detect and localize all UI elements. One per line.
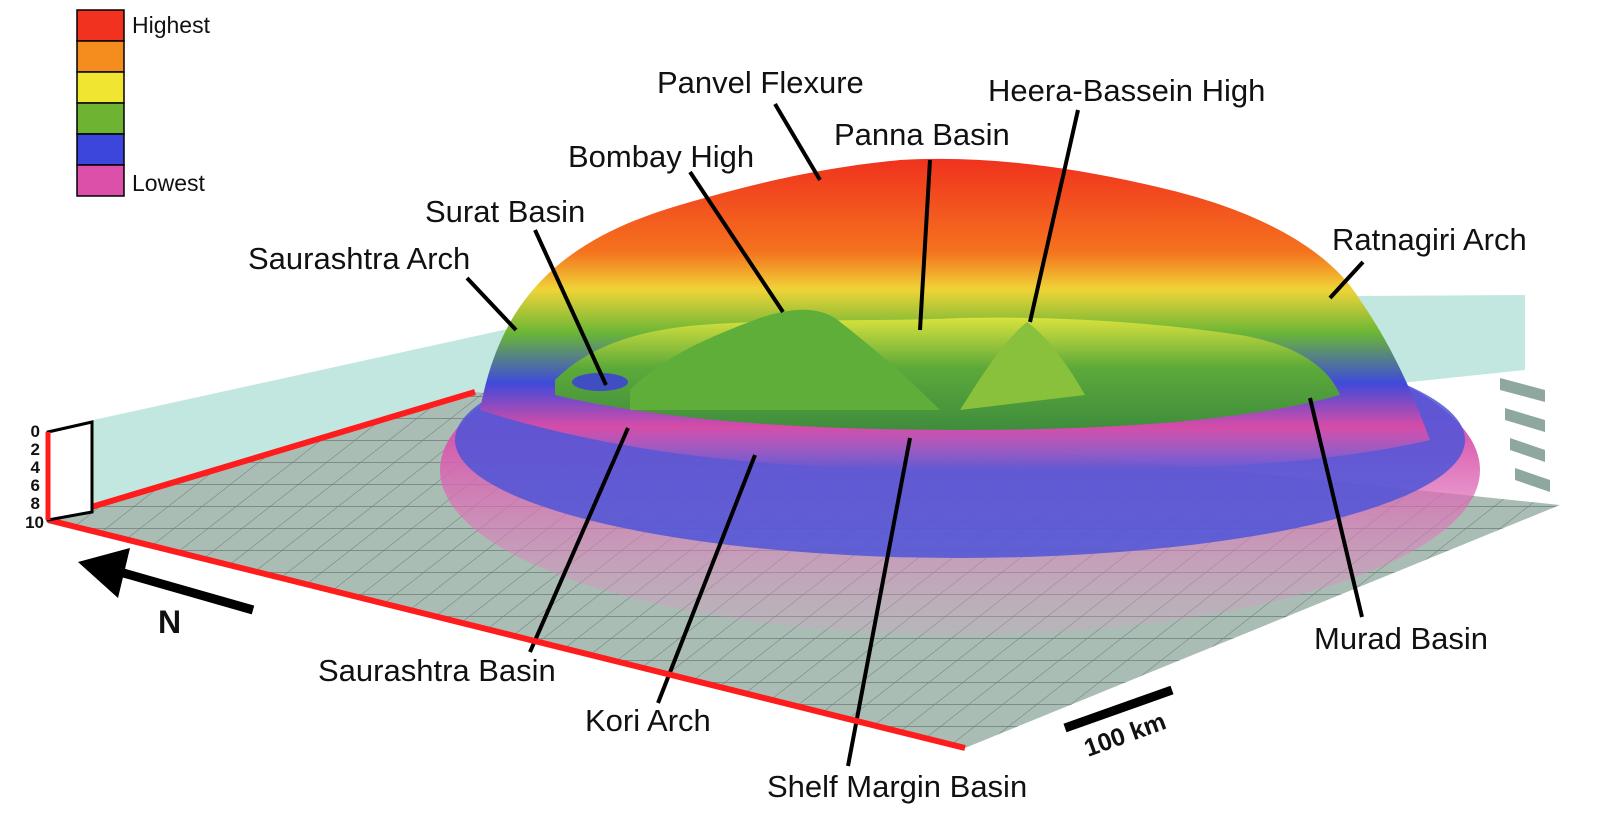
legend-low-label: Lowest [132,170,205,196]
label-surat-basin: Surat Basin [425,194,585,229]
heera-bassein-peak [960,322,1085,410]
bombay-high-ridge [630,309,940,410]
legend-swatch-highest [76,9,125,42]
label-panvel-flexure: Panvel Flexure [657,65,864,100]
leader-lines [465,102,1365,767]
label-kori-arch: Kori Arch [585,703,711,738]
legend-swatch-lowest [76,164,125,197]
label-bombay-high: Bombay High [568,139,754,174]
depth-tick-2: 2 [31,440,40,459]
side-layers [1500,378,1550,492]
depth-scale: 0 2 4 6 8 10 [25,420,94,532]
legend-swatch-5 [76,133,125,166]
scale-bar: 100 km [1063,685,1174,763]
label-ratnagiri-arch: Ratnagiri Arch [1332,222,1527,257]
depth-tick-8: 8 [31,494,40,513]
grid-edge-west [47,389,476,523]
color-legend: Highest Lowest [76,9,211,197]
grid-edge-south [47,517,966,751]
north-label: N [158,604,181,640]
label-heera-bassein-high: Heera-Bassein High [988,73,1265,108]
label-panna-basin: Panna Basin [834,117,1010,152]
label-saurashtra-arch: Saurashtra Arch [248,241,470,276]
depth-tick-4: 4 [31,458,41,477]
legend-swatch-4 [76,102,125,135]
depth-tick-6: 6 [31,476,40,495]
label-murad-basin: Murad Basin [1314,621,1488,656]
label-saurashtra-basin: Saurashtra Basin [318,653,556,688]
legend-swatch-3 [76,71,125,104]
surat-basin-depression [572,373,628,391]
legend-swatch-2 [76,40,125,73]
north-arrow-icon [78,548,130,598]
depth-tick-10: 10 [25,513,44,532]
label-shelf-margin-basin: Shelf Margin Basin [767,769,1027,804]
depth-tick-0: 0 [31,422,40,441]
legend-high-label: Highest [132,12,211,38]
north-arrow: N [78,548,255,640]
